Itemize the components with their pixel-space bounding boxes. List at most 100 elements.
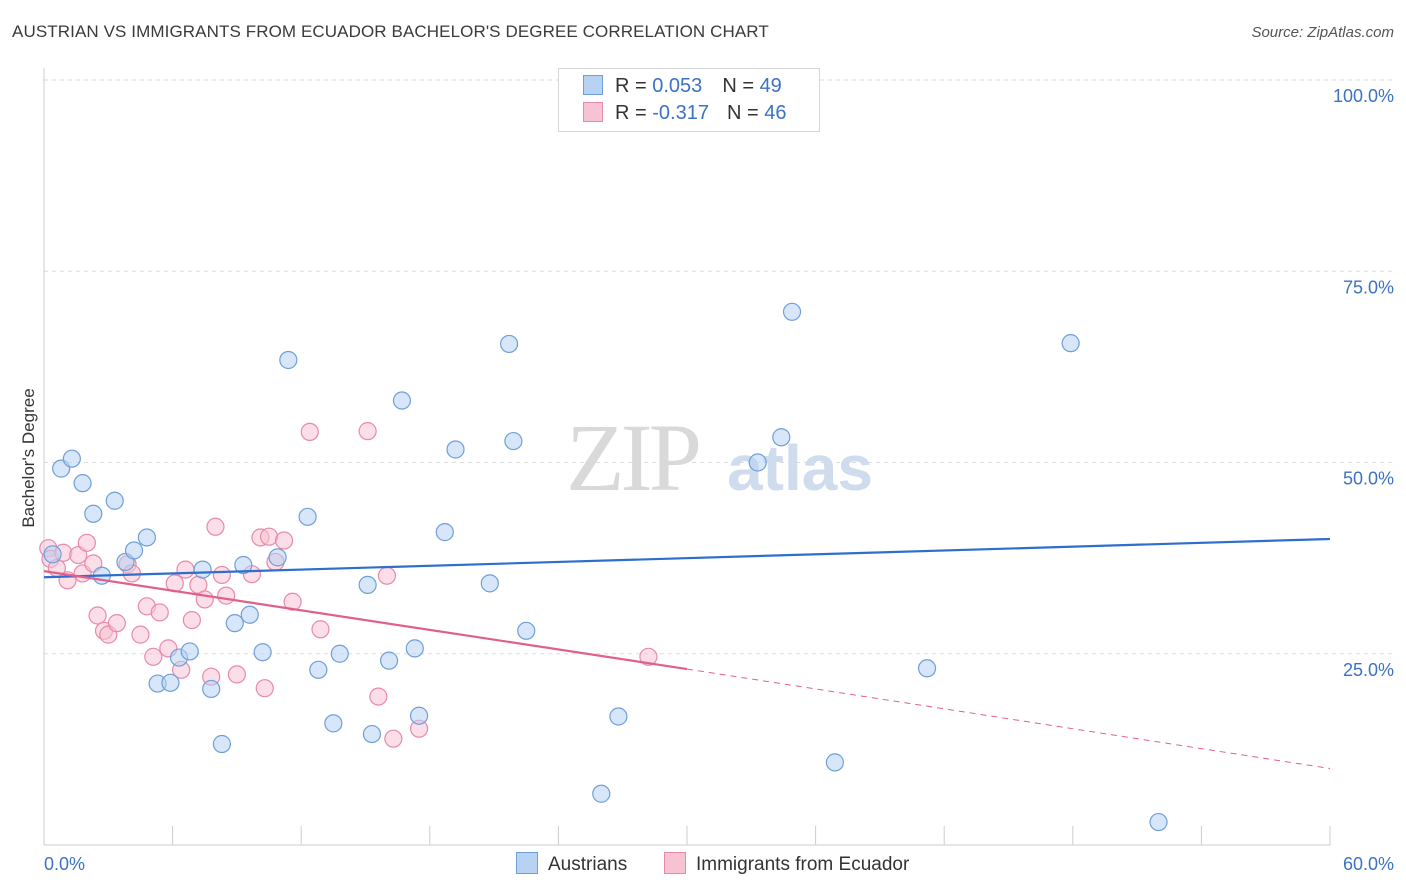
trendline-austrians	[43, 537, 1331, 579]
trendline-ecuador	[43, 570, 688, 671]
chart-title: AUSTRIAN VS IMMIGRANTS FROM ECUADOR BACH…	[12, 22, 769, 41]
bottom-legend-label-ecuador: Immigrants from Ecuador	[696, 854, 910, 875]
austrians-point	[504, 431, 523, 451]
legend-r-value-austrians: 0.053	[652, 75, 703, 97]
austrians-point	[240, 605, 259, 624]
legend-r-value-ecuador: -0.317	[652, 102, 709, 124]
y-tick-label-25: 25.0%	[1343, 660, 1394, 680]
austrians-point	[43, 545, 62, 564]
ecuador-point	[144, 647, 163, 666]
ecuador-point	[195, 590, 214, 609]
austrians-point	[609, 707, 628, 726]
axis-layer	[43, 68, 1331, 846]
austrians-point	[212, 734, 231, 754]
legend-swatch-ecuador	[583, 102, 603, 122]
austrians-point	[825, 753, 844, 772]
ecuador-point	[150, 603, 169, 622]
austrians-point	[392, 391, 412, 410]
austrians-point	[379, 651, 399, 670]
austrians-point	[748, 453, 767, 472]
austrians-point	[225, 614, 244, 633]
ecuador-point	[217, 586, 236, 605]
austrians-point	[309, 660, 328, 679]
legend-n-value-austrians: 49	[759, 75, 782, 97]
legend-swatch-austrians	[583, 75, 603, 95]
watermark-zip: ZIP	[566, 404, 699, 511]
trendline-ecuador-projection	[686, 668, 1331, 769]
austrians-point	[358, 575, 377, 595]
legend-n-label: N =	[722, 75, 760, 97]
austrians-point	[193, 560, 212, 579]
x-tick-label-max: 60.0%	[1343, 854, 1394, 874]
ecuador-point	[639, 647, 658, 666]
chart-source: Source: ZipAtlas.com	[1251, 24, 1394, 41]
ecuador-point	[369, 687, 388, 706]
y-tick-label-100: 100.0%	[1333, 86, 1394, 106]
austrians-point	[917, 659, 937, 678]
austrians-point	[279, 350, 298, 370]
austrians-point	[62, 449, 81, 468]
ecuador-point	[358, 422, 377, 441]
austrians-point	[409, 706, 429, 725]
austrians-point	[268, 548, 287, 567]
ecuador-point	[274, 531, 294, 550]
austrians-point	[105, 491, 124, 510]
legend-row-austrians: R = 0.053 N = 49	[583, 75, 782, 99]
ecuador-point	[377, 566, 397, 585]
bottom-legend-label-austrians: Austrians	[548, 854, 628, 875]
y-tick-label-75: 75.0%	[1343, 277, 1394, 297]
austrians-point	[180, 642, 199, 661]
y-tick-labels: 25.0% 50.0% 75.0% 100.0%	[1333, 86, 1394, 680]
austrians-point	[1149, 812, 1168, 832]
austrians-point	[73, 474, 92, 493]
legend-n-value-ecuador: 46	[764, 102, 787, 124]
austrians-point	[435, 523, 454, 542]
ecuador-point	[212, 565, 231, 585]
ecuador-point	[107, 614, 126, 633]
austrians-point	[124, 541, 144, 560]
austrians-point	[161, 673, 180, 692]
austrians-point	[405, 639, 424, 658]
bottom-legend-austrians: Austrians	[516, 852, 627, 876]
watermark-atlas: atlas	[727, 432, 873, 504]
austrians-point	[330, 644, 349, 663]
austrians-point	[84, 504, 103, 523]
legend-n-label: N =	[726, 102, 765, 124]
austrians-point	[362, 724, 382, 744]
austrians-point	[298, 507, 317, 526]
y-tick-label-50: 50.0%	[1343, 469, 1394, 489]
ecuador-point	[300, 422, 319, 441]
bottom-legend-ecuador: Immigrants from Ecuador	[664, 852, 909, 876]
legend-r-label: R =	[615, 75, 653, 97]
austrians-point	[1061, 334, 1080, 353]
ecuador-point	[77, 533, 96, 552]
bottom-legend-swatch-austrians	[516, 852, 538, 874]
ecuador-point	[182, 610, 201, 630]
ecuador-point	[384, 729, 403, 748]
austrians-point	[324, 714, 343, 733]
ecuador-point	[311, 620, 330, 639]
y-axis-label: Bachelor's Degree	[19, 388, 38, 527]
austrians-point	[592, 784, 611, 803]
ecuador-point	[227, 665, 246, 684]
stats-legend: R = 0.053 N = 49 R = -0.317 N = 46	[558, 68, 820, 132]
austrians-point	[253, 643, 272, 662]
legend-row-ecuador: R = -0.317 N = 46	[583, 102, 786, 126]
austrians-point	[137, 528, 156, 547]
ecuador-point	[206, 517, 225, 536]
ecuador-point	[259, 527, 279, 546]
ecuador-point	[255, 679, 274, 698]
ecuador-point	[88, 606, 107, 625]
trend-layer	[43, 537, 1331, 769]
ecuador-point	[283, 592, 302, 611]
austrians-point	[234, 555, 253, 575]
austrians-point	[517, 621, 536, 640]
austrians-point	[772, 428, 791, 447]
legend-r-label: R =	[615, 102, 653, 124]
ecuador-point	[176, 560, 195, 579]
bottom-legend-swatch-ecuador	[664, 852, 686, 874]
ecuador-point	[131, 625, 150, 644]
austrians-point	[480, 574, 499, 593]
austrians-point	[782, 302, 802, 321]
